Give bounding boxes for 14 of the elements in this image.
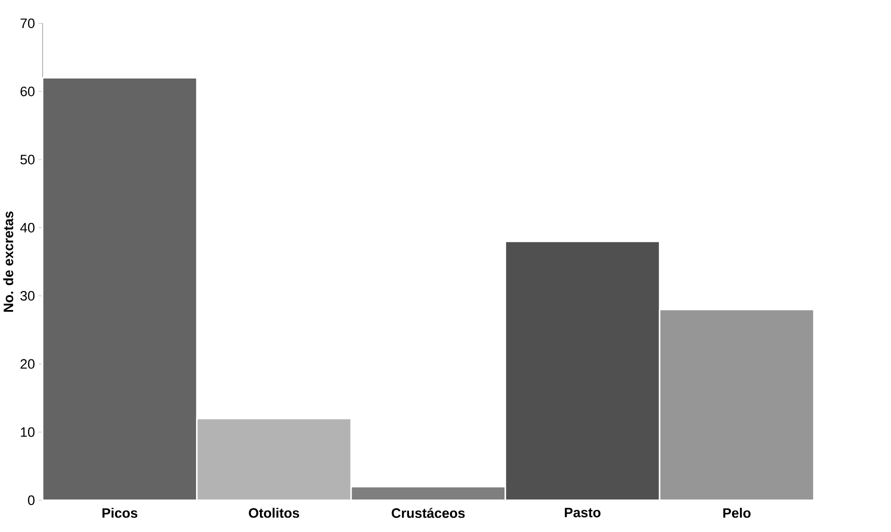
x-tick-label: Pasto: [564, 508, 600, 518]
x-tick-label: Otolitos: [248, 508, 300, 518]
y-tick-label: 20: [20, 359, 35, 369]
x-tick-label: Crustáceos: [392, 508, 465, 518]
y-tick-label: 30: [20, 290, 35, 301]
x-tick-label: Pelo: [723, 508, 751, 518]
y-tick-label: 60: [20, 86, 35, 96]
y-tick-label: 0: [28, 495, 35, 505]
y-tick-label: 10: [20, 427, 35, 437]
y-tick-label: 40: [20, 222, 35, 232]
x-tick-label: Picos: [102, 508, 138, 518]
y-axis-title: No. de excretas: [3, 211, 14, 312]
y-tick-label: 70: [20, 18, 35, 28]
y-tick-label: 50: [20, 154, 35, 164]
